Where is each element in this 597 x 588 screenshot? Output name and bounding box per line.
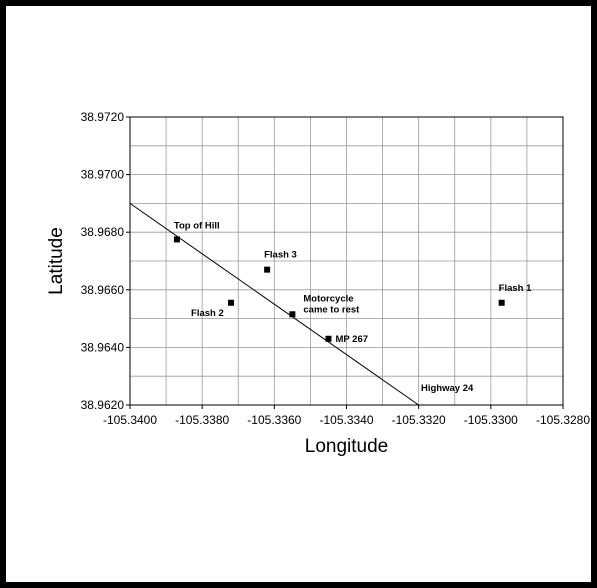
y-tick-label: 38.9720 <box>81 110 125 124</box>
x-tick-label: -105.3340 <box>319 413 373 427</box>
x-tick-label: -105.3320 <box>392 413 446 427</box>
data-point <box>173 236 180 243</box>
data-point <box>264 266 271 273</box>
x-axis-ticks: -105.3400 -105.3380 -105.3360 -105.3340 -105… <box>103 405 590 427</box>
data-point <box>498 299 505 306</box>
y-tick-label: 38.9660 <box>81 283 125 297</box>
grid <box>129 116 564 406</box>
x-tick-label: -105.3360 <box>247 413 301 427</box>
y-tick-label: 38.9680 <box>81 225 125 239</box>
x-tick-label: -105.3380 <box>175 413 229 427</box>
x-axis-title: Longitude <box>305 436 388 457</box>
y-axis-ticks: 38.9620 38.9640 38.9660 38.9680 38.9700 38.97… <box>81 110 130 412</box>
y-tick-label: 38.9700 <box>81 168 125 182</box>
point-label: came to rest <box>303 304 360 315</box>
y-tick-label: 38.9640 <box>81 340 125 354</box>
point-label: MP 267 <box>335 334 368 345</box>
point-label: Flash 2 <box>191 308 224 319</box>
data-point <box>228 299 235 306</box>
data-point <box>289 311 296 318</box>
data-point <box>325 335 332 342</box>
point-label: Flash 3 <box>264 250 297 261</box>
y-tick-label: 38.9620 <box>81 398 125 412</box>
data-points: Top of Hill Flash 3 Flash 2 Motorcyclecame … <box>173 220 532 345</box>
x-tick-label: -105.3280 <box>536 413 590 427</box>
point-label: Flash 1 <box>499 283 532 294</box>
highway-24-label: Highway 24 <box>421 383 474 394</box>
x-tick-label: -105.3400 <box>103 413 157 427</box>
point-label: Top of Hill <box>174 220 220 231</box>
x-tick-label: -105.3300 <box>464 413 518 427</box>
point-label: Motorcycle <box>303 293 353 304</box>
y-axis-title: Latitude <box>46 227 67 295</box>
